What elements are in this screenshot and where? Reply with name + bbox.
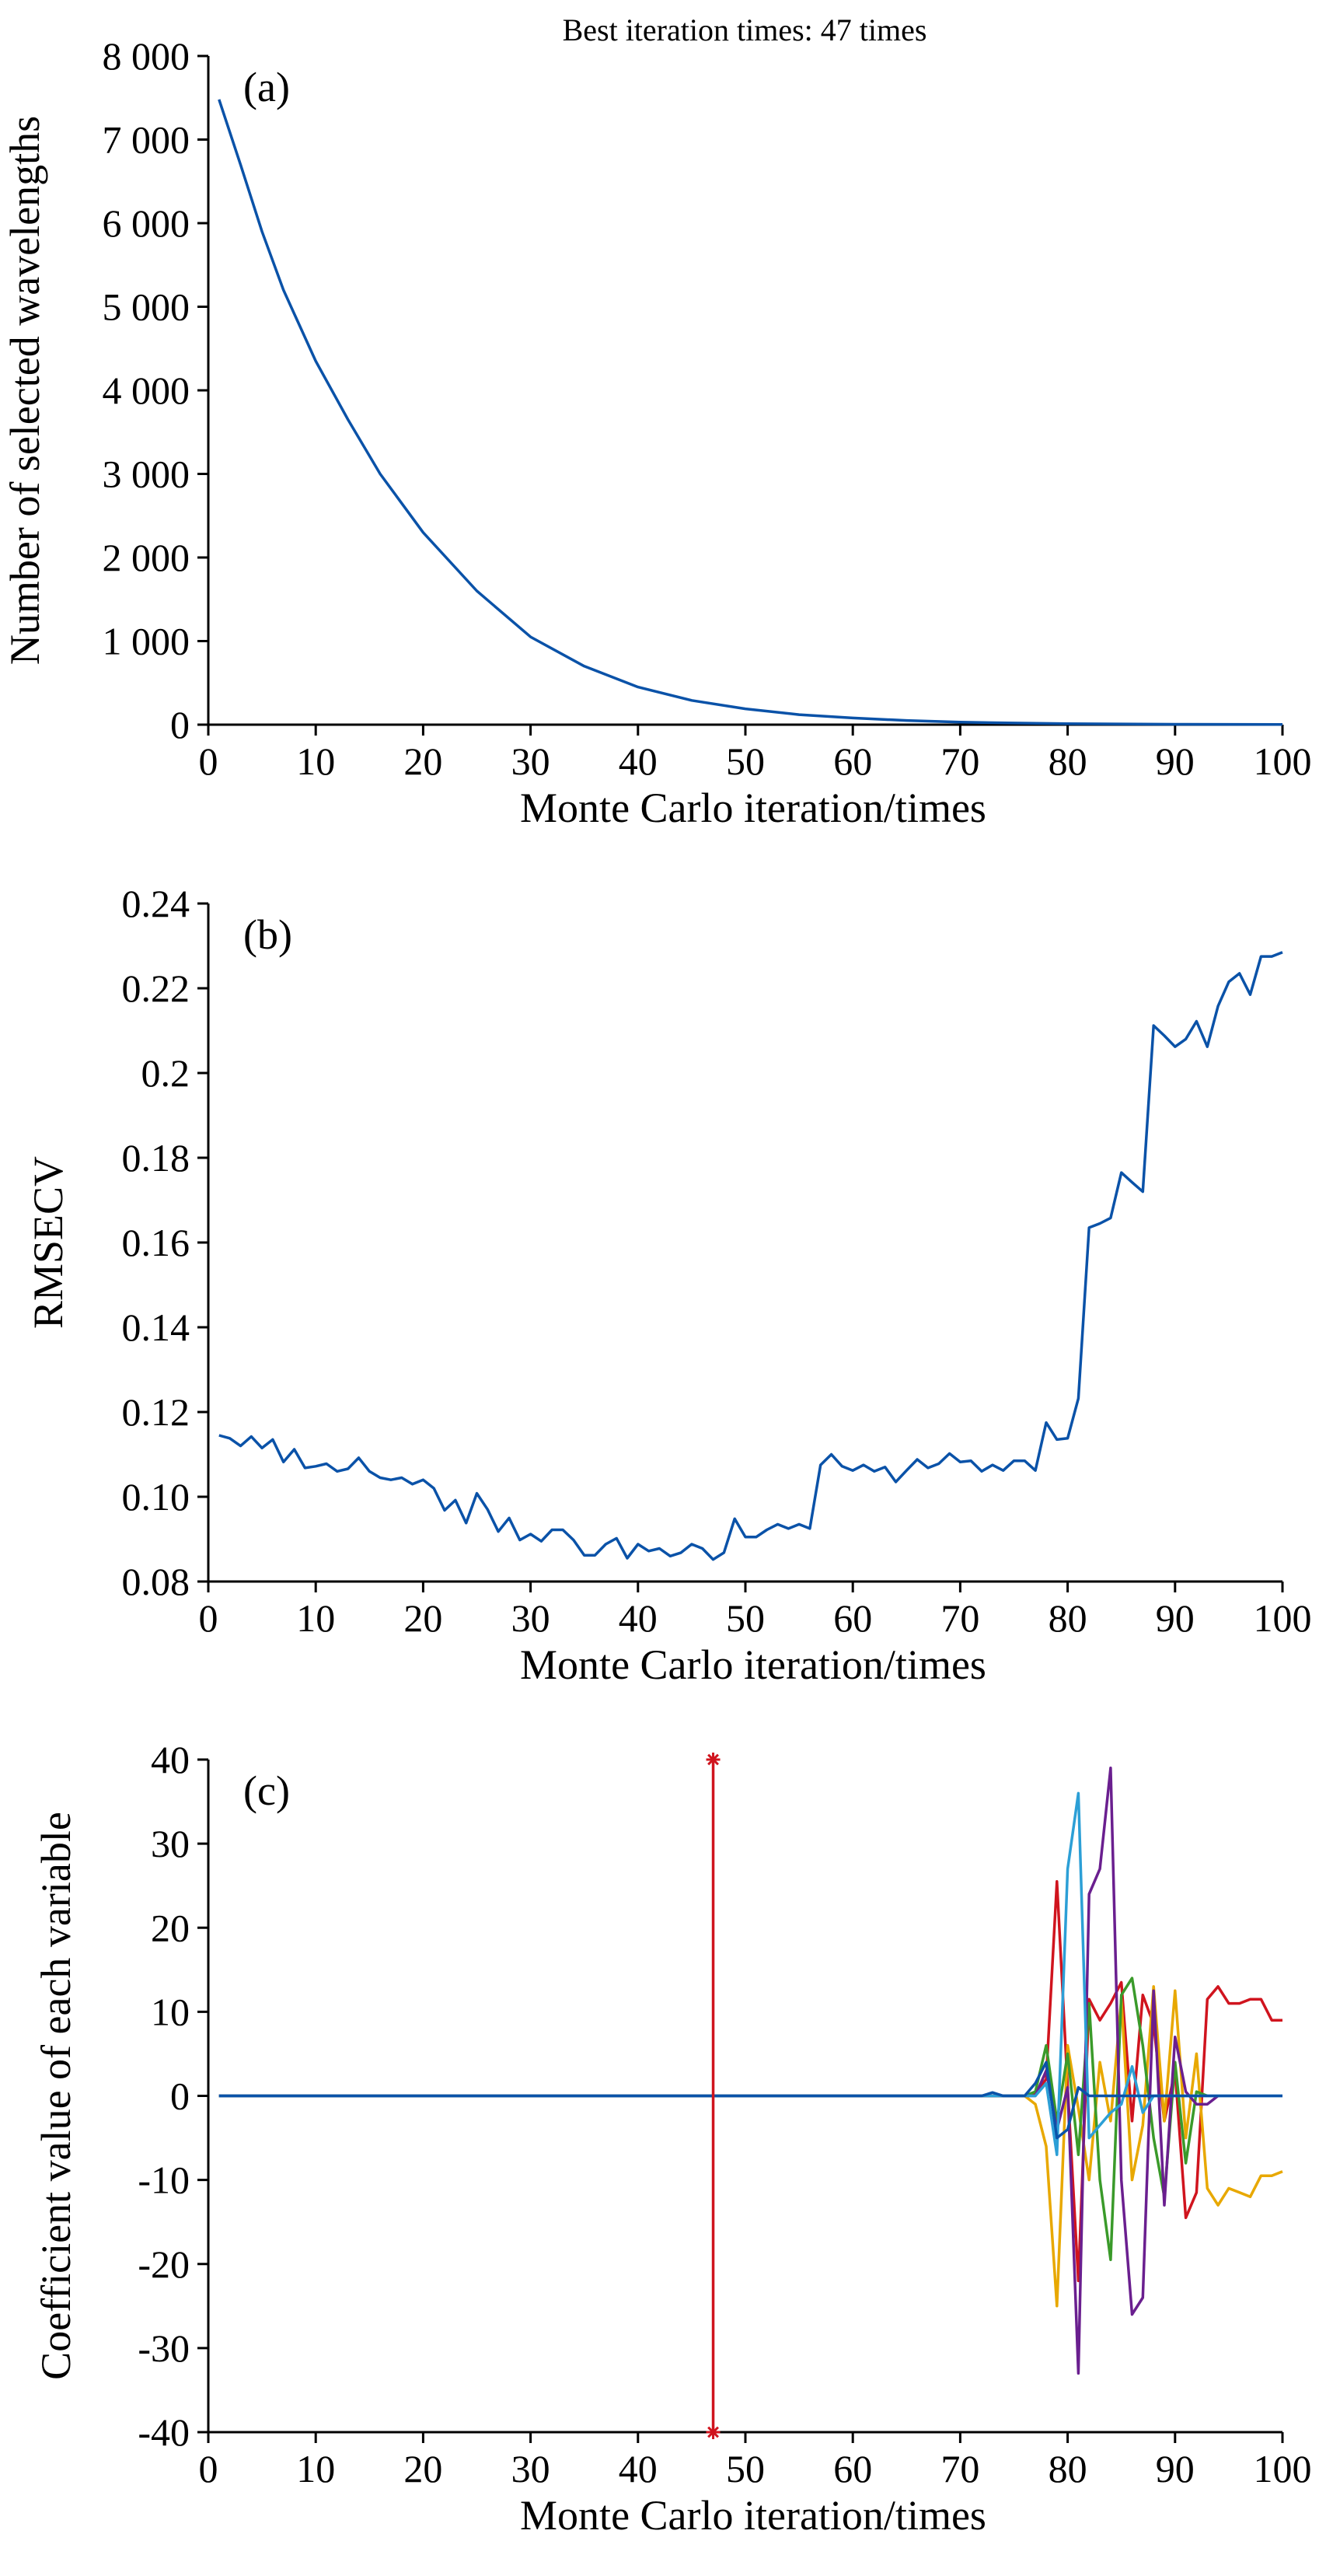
x-tick-label: 50 [726, 1596, 765, 1640]
y-tick-label: 0.12 [122, 1390, 190, 1434]
x-tick-label: 40 [619, 1596, 658, 1640]
y-tick-label: -20 [138, 2242, 190, 2286]
y-axis-title: Coefficient value of each variable [33, 1812, 79, 2380]
y-tick-label: 0.24 [122, 882, 190, 925]
panel-label: (c) [243, 1767, 290, 1814]
y-tick-label: 0.16 [122, 1221, 190, 1264]
y-tick-label: -10 [138, 2158, 190, 2202]
x-tick-label: 60 [833, 1596, 872, 1640]
x-tick-label: 40 [619, 739, 658, 783]
x-tick-label: 30 [511, 1596, 550, 1640]
x-axis-title: Monte Carlo iteration/times [520, 1641, 986, 1688]
x-tick-label: 60 [833, 2447, 872, 2490]
panel-label: (a) [243, 64, 290, 110]
y-axis-title: RMSECV [25, 1156, 72, 1329]
x-tick-label: 60 [833, 739, 872, 783]
y-tick-label: 0.2 [141, 1051, 190, 1095]
x-tick-label: 70 [940, 2447, 979, 2490]
x-tick-label: 80 [1049, 739, 1087, 783]
y-tick-label: 20 [151, 1906, 190, 1949]
x-tick-label: 50 [726, 2447, 765, 2490]
x-tick-label: 100 [1254, 1596, 1312, 1640]
series-line [218, 1977, 1208, 2262]
x-tick-label: 10 [296, 739, 335, 783]
y-tick-label: 0.10 [122, 1475, 190, 1519]
series-line [218, 1880, 1282, 2283]
best-iteration-marker [706, 2425, 721, 2439]
panel-a-chart: 0 10 20 30 40 50 60 70 80 90 100 0 1 000 2 000 3 000 4 … [2, 34, 1312, 831]
y-tick-label: 2 000 [103, 536, 190, 579]
y-tick-label: 0 [170, 703, 190, 746]
y-tick-label: 30 [151, 1822, 190, 1865]
panel-c-chart: 0 10 20 30 40 50 60 70 80 90 100 -40 -30 -20 -10 0 10 20 3… [33, 1738, 1312, 2539]
x-tick-label: 70 [940, 1596, 979, 1640]
y-tick-label: 1 000 [103, 620, 190, 663]
x-axis-title: Monte Carlo iteration/times [520, 785, 986, 831]
y-tick-label: 0 [170, 2074, 190, 2118]
y-tick-label: 5 000 [103, 285, 190, 329]
x-tick-label: 90 [1156, 739, 1195, 783]
y-tick-label: 0.14 [122, 1305, 190, 1349]
y-tick-label: 0.18 [122, 1136, 190, 1180]
x-tick-label: 50 [726, 739, 765, 783]
series-line [218, 1985, 1283, 2308]
panel-b-chart: 0 10 20 30 40 50 60 70 80 90 100 0.08 0.10 0.12 0.14 0.… [25, 882, 1312, 1688]
y-tick-label: 8 000 [103, 34, 190, 78]
series-line [218, 2060, 1282, 2140]
y-tick-label: 4 000 [103, 369, 190, 412]
y-tick-label: 40 [151, 1738, 190, 1781]
y-tick-label: 6 000 [103, 201, 190, 245]
y-tick-label: 7 000 [103, 118, 190, 162]
marker-stroke [707, 1753, 719, 1766]
x-tick-label: 20 [403, 2447, 442, 2490]
panel-label: (b) [243, 911, 292, 958]
y-tick-label: -30 [138, 2326, 190, 2370]
series-line [218, 951, 1283, 1561]
x-tick-label: 80 [1049, 2447, 1087, 2490]
x-tick-label: 0 [199, 1596, 218, 1640]
x-tick-label: 40 [619, 2447, 658, 2490]
x-tick-label: 20 [403, 1596, 442, 1640]
x-tick-label: 80 [1049, 1596, 1087, 1640]
x-tick-label: 30 [511, 2447, 550, 2490]
series-line [218, 99, 1283, 726]
x-tick-label: 30 [511, 739, 550, 783]
best-iteration-marker [706, 1753, 721, 1767]
y-tick-label: 3 000 [103, 453, 190, 496]
x-tick-label: 0 [199, 2447, 218, 2490]
y-tick-label: 0.22 [122, 966, 190, 1010]
x-tick-label: 90 [1156, 1596, 1195, 1640]
series-line [218, 1791, 1282, 2156]
x-tick-label: 70 [940, 739, 979, 783]
x-axis-title: Monte Carlo iteration/times [520, 2492, 986, 2539]
x-tick-label: 90 [1156, 2447, 1195, 2490]
x-tick-label: 10 [296, 1596, 335, 1640]
x-tick-label: 0 [199, 739, 218, 783]
x-tick-label: 10 [296, 2447, 335, 2490]
y-tick-label: 10 [151, 1990, 190, 2033]
y-axis-title: Number of selected wavelengths [2, 116, 48, 665]
marker-stroke [707, 2426, 719, 2438]
y-tick-label: 0.08 [122, 1560, 190, 1603]
x-tick-label: 100 [1254, 2447, 1312, 2490]
y-tick-label: -40 [138, 2410, 190, 2454]
x-tick-label: 20 [403, 739, 442, 783]
best-iteration-note: Best iteration times: 47 times [563, 12, 927, 47]
x-tick-label: 100 [1254, 739, 1312, 783]
